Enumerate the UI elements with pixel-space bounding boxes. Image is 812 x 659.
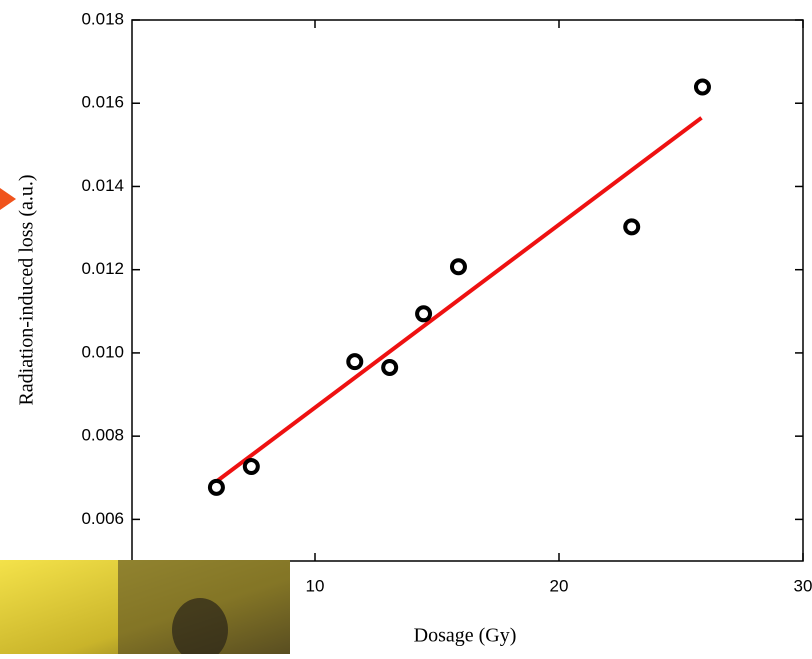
marks bbox=[207, 78, 711, 496]
y-tick-label: 0.012 bbox=[81, 259, 124, 278]
y-tick-label: 0.014 bbox=[81, 176, 124, 195]
data-point bbox=[381, 358, 399, 376]
data-point bbox=[693, 78, 711, 96]
photo-detail bbox=[172, 598, 228, 659]
data-point bbox=[207, 478, 225, 496]
x-tick-label: 10 bbox=[306, 576, 325, 595]
y-tick-label: 0.006 bbox=[81, 509, 124, 528]
arrow-marker bbox=[0, 188, 16, 210]
data-point bbox=[415, 305, 433, 323]
y-tick-label: 0.018 bbox=[81, 9, 124, 28]
y-tick-label: 0.016 bbox=[81, 93, 124, 112]
x-tick-label: 20 bbox=[550, 576, 569, 595]
data-point bbox=[623, 218, 641, 236]
y-tick-label: 0.008 bbox=[81, 426, 124, 445]
data-point bbox=[346, 353, 364, 371]
data-point bbox=[449, 258, 467, 276]
y-tick-label: 0.010 bbox=[81, 342, 124, 361]
data-point bbox=[242, 458, 260, 476]
plot-frame bbox=[131, 19, 804, 562]
y-axis-label: Radiation-induced loss (a.u.) bbox=[16, 174, 38, 405]
x-axis-label: Dosage (Gy) bbox=[414, 625, 517, 647]
x-tick-label: 30 bbox=[794, 576, 812, 595]
fit-line bbox=[215, 116, 703, 484]
